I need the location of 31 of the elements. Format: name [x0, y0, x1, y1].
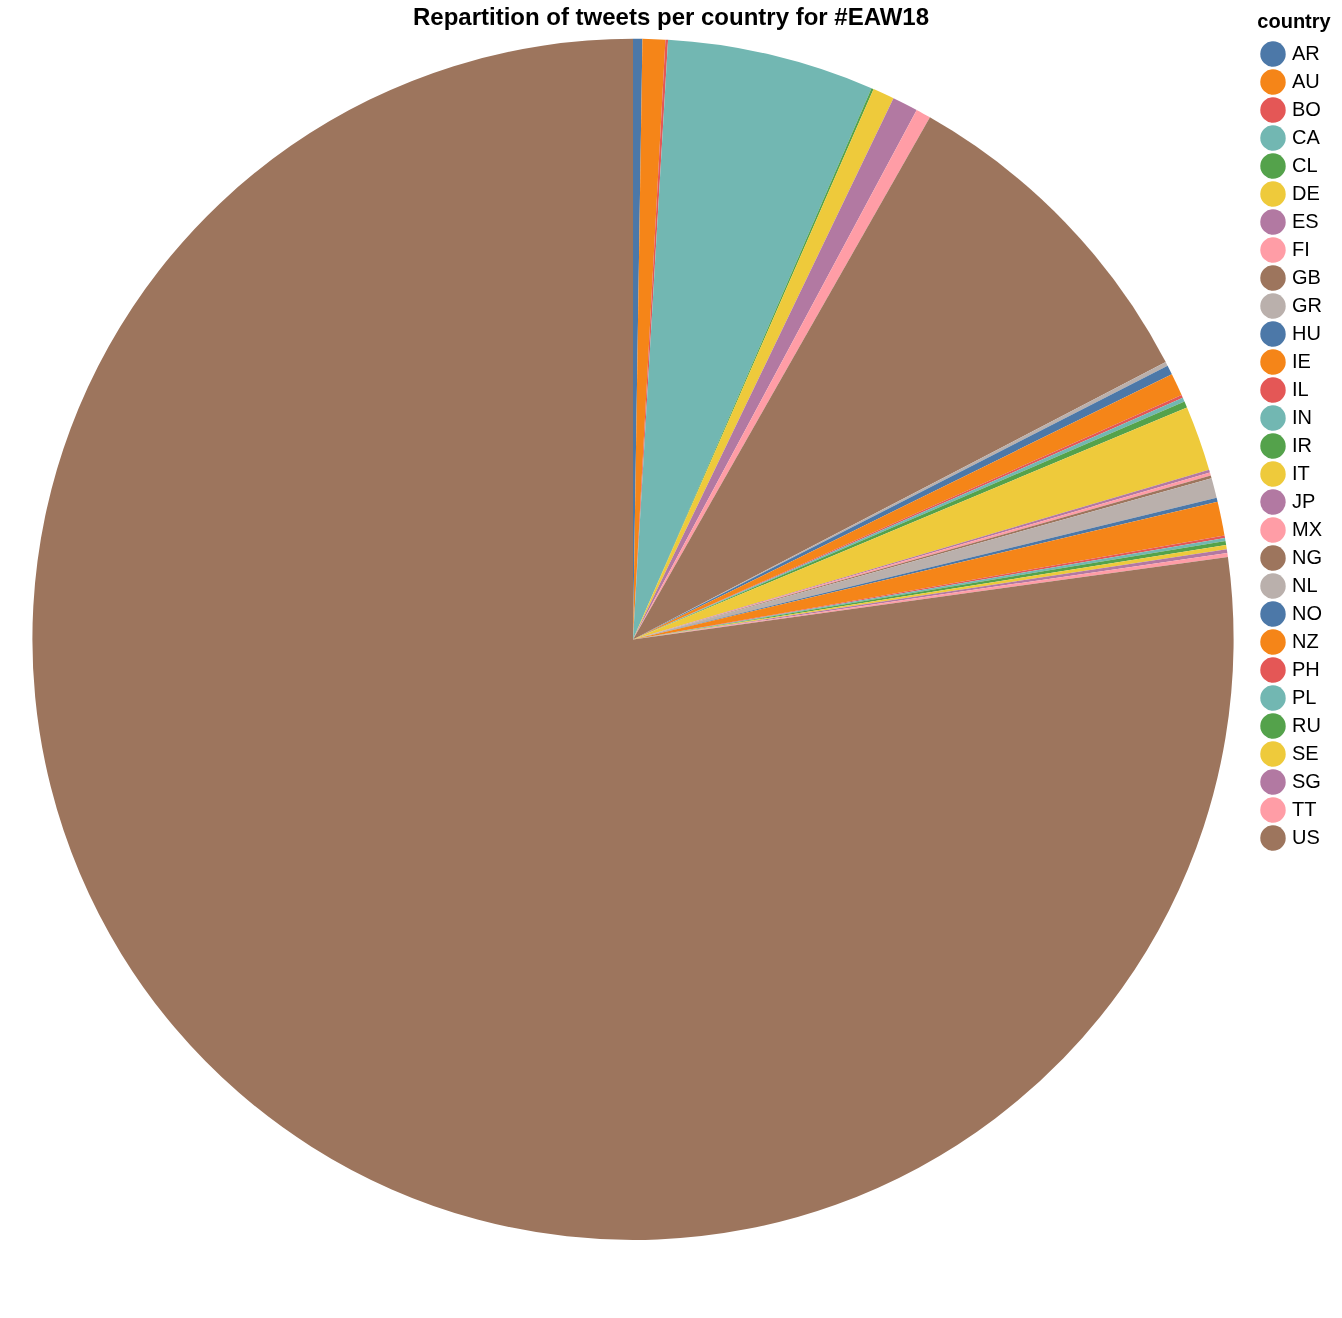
legend-label: NG [1292, 545, 1322, 568]
legend-label: MX [1292, 517, 1322, 540]
legend-label: BO [1292, 97, 1321, 120]
legend-label: JP [1292, 489, 1316, 512]
legend-label: AR [1292, 41, 1320, 64]
legend-label: IN [1292, 405, 1312, 428]
legend-label: GR [1292, 293, 1322, 316]
legend-label: TT [1292, 797, 1317, 820]
legend-label: CA [1292, 125, 1321, 148]
legend-label: NZ [1292, 629, 1319, 652]
legend-label: HU [1292, 321, 1321, 344]
legend-label: IE [1292, 349, 1311, 372]
legend-label: IL [1292, 377, 1309, 400]
legend-label: NL [1292, 573, 1318, 596]
legend-label: DE [1292, 181, 1320, 204]
legend-label: ES [1292, 209, 1319, 232]
legend-label: NO [1292, 601, 1322, 624]
legend-label: RU [1292, 713, 1321, 736]
legend-title: country [1257, 9, 1332, 32]
chart-title: Repartition of tweets per country for #EAW18 [412, 3, 930, 31]
legend-label: SE [1292, 741, 1319, 764]
legend-label: IR [1292, 433, 1312, 456]
legend-label: SG [1292, 769, 1321, 792]
legend-label: GB [1292, 265, 1321, 288]
legend-label: AU [1292, 69, 1320, 92]
legend-label: PH [1292, 657, 1320, 680]
legend-label: CL [1292, 153, 1318, 176]
legend-label: US [1292, 825, 1320, 848]
legend-label: FI [1292, 237, 1310, 260]
legend-label: PL [1292, 685, 1317, 708]
legend-label: IT [1292, 461, 1310, 484]
